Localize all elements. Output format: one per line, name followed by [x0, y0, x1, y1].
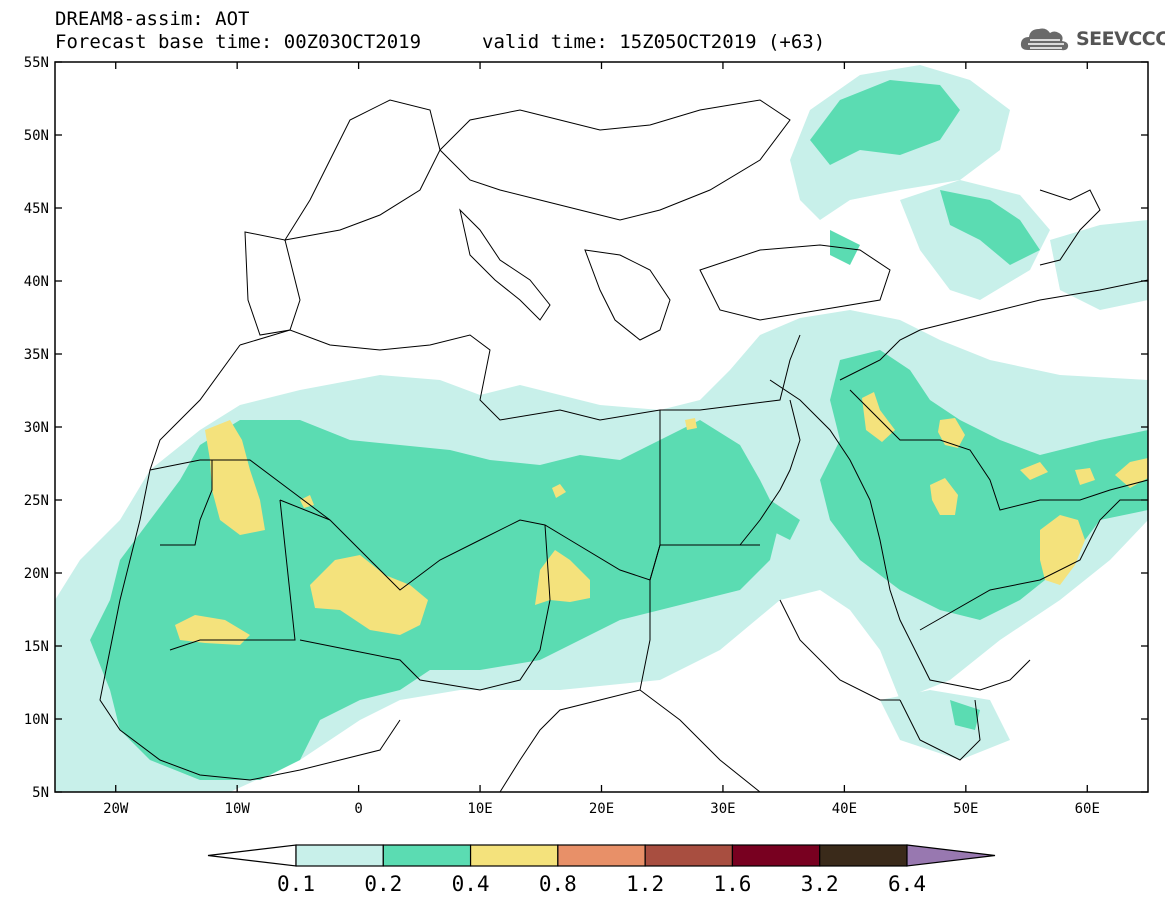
aot-contour-0.4 — [175, 392, 1148, 645]
lat-label: 55N — [24, 55, 49, 71]
lon-label: 20W — [103, 801, 129, 817]
lat-label: 45N — [24, 201, 49, 217]
lat-label: 20N — [24, 566, 49, 582]
lon-label: 40E — [832, 801, 857, 817]
lat-label: 40N — [24, 274, 49, 290]
colorbar-swatch — [469, 844, 559, 867]
aot-contour-0.2 — [90, 80, 1148, 780]
aot-colorbar — [207, 844, 996, 867]
colorbar-low-arrow — [207, 844, 297, 867]
lon-label: 30E — [710, 801, 735, 817]
map-axes: 55N 50N 45N 40N 35N 30N 25N 20N 15N 10N 5N 20W 10W 0 1… — [24, 55, 1148, 817]
colorbar-high-arrow — [906, 844, 996, 867]
country-borders — [99, 99, 1148, 792]
lon-label: 10W — [225, 801, 251, 817]
colorbar-swatch — [644, 844, 734, 867]
lat-label: 35N — [24, 347, 49, 363]
colorbar-label: 0.8 — [538, 872, 577, 896]
lat-label: 5N — [32, 785, 49, 801]
colorbar-label: 1.2 — [626, 872, 665, 896]
seevccc-logo: SEEVCCC — [1018, 22, 1165, 56]
lat-label: 30N — [24, 420, 49, 436]
colorbar-label: 1.6 — [713, 872, 752, 896]
colorbar-label: 0.4 — [451, 872, 490, 896]
colorbar-swatch — [382, 844, 472, 867]
colorbar-label: 3.2 — [800, 872, 839, 896]
colorbar-label: 6.4 — [888, 872, 926, 896]
colorbar-swatch — [819, 844, 908, 867]
colorbar-swatch — [295, 844, 384, 867]
aot-fields — [55, 65, 1148, 792]
colorbar-swatch — [557, 844, 646, 867]
lon-label: 0 — [354, 801, 362, 817]
lat-label: 25N — [24, 493, 49, 509]
lat-label: 50N — [24, 128, 49, 144]
logo-text: SEEVCCC — [1076, 28, 1165, 50]
map-title: DREAM8-assim: AOT — [55, 8, 250, 30]
lon-label: 60E — [1075, 801, 1100, 817]
forecast-base-time: Forecast base time: 00Z03OCT2019 — [55, 31, 422, 53]
lon-label: 10E — [467, 801, 492, 817]
colorbar-swatch — [731, 844, 821, 867]
valid-time: valid time: 15Z05OCT2019 (+63) — [482, 31, 826, 53]
lat-label: 15N — [24, 639, 49, 655]
lat-label: 10N — [24, 712, 49, 728]
lon-label: 50E — [953, 801, 978, 817]
colorbar-label: 0.1 — [277, 872, 315, 896]
lon-label: 20E — [589, 801, 614, 817]
cloud-icon — [1020, 28, 1069, 51]
colorbar-label: 0.2 — [364, 872, 403, 896]
